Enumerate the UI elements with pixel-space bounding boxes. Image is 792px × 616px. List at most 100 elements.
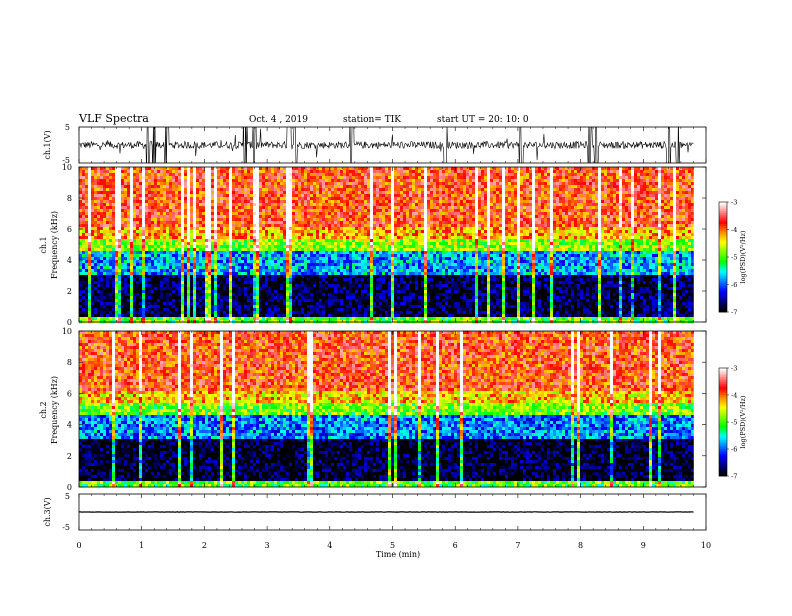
ch1-spec-cell: [133, 203, 136, 206]
ch1-spec-cell: [211, 182, 214, 185]
ch1-spec-cell: [253, 314, 256, 317]
ch1-spec-cell: [118, 299, 121, 302]
ch1-spec-cell: [271, 224, 274, 227]
ch1-spec-cell: [190, 173, 193, 176]
ch1-spec-cell: [313, 221, 316, 224]
ch1-spec-cell: [331, 167, 334, 170]
ch1-spec-cell: [223, 311, 226, 314]
ch1-spec-cell: [208, 317, 211, 320]
ch1-spec-cell: [220, 302, 223, 305]
ch1-spec-cell: [145, 170, 148, 173]
ch1-spec-cell: [325, 206, 328, 209]
ch1-spec-cell: [220, 221, 223, 224]
ch1-spec-cell: [154, 221, 157, 224]
ch1-spec-cell: [295, 197, 298, 200]
ch1-spec-cell: [244, 245, 247, 248]
ch1-spec-cell: [169, 269, 172, 272]
ch1-spec-cell: [319, 257, 322, 260]
ch1-spec-cell: [202, 236, 205, 239]
ch1-spec-cell: [124, 182, 127, 185]
ch1-spec-cell: [193, 242, 196, 245]
ch1-spec-cell: [247, 200, 250, 203]
ch1-spec-cell: [88, 257, 91, 260]
ch1-spec-cell: [94, 215, 97, 218]
ch1-spec-cell: [163, 275, 166, 278]
ch1-spec-cell: [271, 314, 274, 317]
ch1-spec-cell: [277, 224, 280, 227]
ch1-spec-cell: [316, 248, 319, 251]
ch1-spec-cell: [316, 257, 319, 260]
ch1-spec-cell: [184, 179, 187, 182]
ch1-spec-cell: [319, 167, 322, 170]
ch1-spec-cell: [133, 173, 136, 176]
ch1-spec-cell: [316, 185, 319, 188]
ch1-spec-cell: [304, 254, 307, 257]
ch1-spec-cell: [205, 212, 208, 215]
ch1-spec-cell: [79, 200, 82, 203]
ch1-spec-cell: [262, 305, 265, 308]
ch1-spec-cell: [340, 305, 343, 308]
ch1-spec-cell: [304, 230, 307, 233]
ch1-spec-cell: [313, 242, 316, 245]
ch1-spec-cell: [208, 242, 211, 245]
ch1-spec-cell: [190, 257, 193, 260]
ch1-spec-cell: [94, 194, 97, 197]
ch1-spec-cell: [121, 191, 124, 194]
ch1-spec-cell: [154, 212, 157, 215]
ch1-spec-cell: [229, 227, 232, 230]
ch1-spec-cell: [136, 251, 139, 254]
ch1-spec-cell: [280, 206, 283, 209]
ch1-spec-cell: [181, 314, 184, 317]
ch1-spec-cell: [325, 275, 328, 278]
ch1-spec-cell: [358, 263, 361, 266]
ch1-spec-cell: [229, 317, 232, 320]
ch1-spec-cell: [337, 215, 340, 218]
ch1-spec-cell: [154, 173, 157, 176]
ch1-spec-cell: [202, 206, 205, 209]
ch1-spec-cell: [244, 296, 247, 299]
ch1-spec-cell: [292, 173, 295, 176]
ch1-spec-cell: [247, 224, 250, 227]
ch1-spec-cell: [307, 167, 310, 170]
ch1-spec-cell: [295, 302, 298, 305]
ch1-spec-cell: [145, 284, 148, 287]
ch1-spec-cell: [166, 287, 169, 290]
ch1-spec-cell: [343, 245, 346, 248]
ch1-spec-cell: [322, 209, 325, 212]
ch1-spec-cell: [79, 233, 82, 236]
ch1-spec-cell: [121, 290, 124, 293]
ch1-spec-cell: [316, 245, 319, 248]
ch1-spec-cell: [205, 194, 208, 197]
ch1-spec-cell: [184, 188, 187, 191]
ch1-spec-cell: [193, 254, 196, 257]
ch1-spec-cell: [100, 308, 103, 311]
ch1-spec-cell: [85, 221, 88, 224]
ch1-spec-cell: [112, 278, 115, 281]
ch1-spec-cell: [262, 191, 265, 194]
ch1-spec-cell: [340, 317, 343, 320]
ch1-spec-cell: [358, 299, 361, 302]
ch1-spec-cell: [88, 167, 91, 170]
ch1-spec-cell: [163, 308, 166, 311]
ch1-spec-cell: [214, 230, 217, 233]
ch1-spec-cell: [130, 206, 133, 209]
ch1-spec-cell: [166, 236, 169, 239]
ch1-spec-cell: [307, 284, 310, 287]
ch1-spec-cell: [175, 167, 178, 170]
ch1-spec-cell: [187, 236, 190, 239]
ch1-spec-cell: [286, 242, 289, 245]
ch1-spec-cell: [184, 317, 187, 320]
ch1-spec-cell: [256, 191, 259, 194]
ch1-spec-cell: [343, 227, 346, 230]
ch1-spec-cell: [106, 284, 109, 287]
ch1-spec-cell: [241, 167, 244, 170]
ch1-spec-cell: [304, 281, 307, 284]
ch1-spec-cell: [91, 221, 94, 224]
ch1-spec-cell: [184, 200, 187, 203]
ch1-spec-cell: [250, 176, 253, 179]
ch1-spec-cell: [151, 179, 154, 182]
ch1-spec-cell: [253, 317, 256, 320]
ch1-spec-cell: [229, 245, 232, 248]
ch1-spec-cell: [130, 308, 133, 311]
ch1-spec-cell: [130, 272, 133, 275]
